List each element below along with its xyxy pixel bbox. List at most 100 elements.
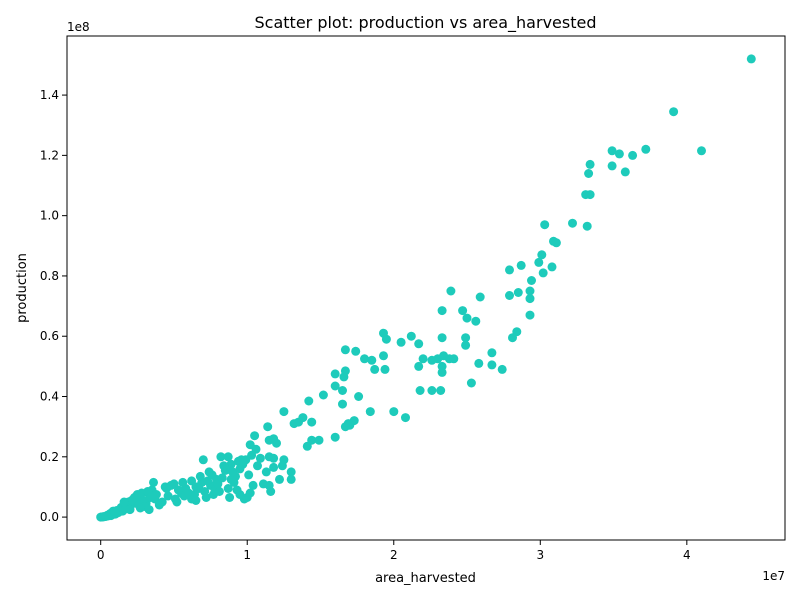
data-point bbox=[228, 467, 238, 477]
data-point bbox=[534, 257, 544, 267]
data-point bbox=[151, 490, 161, 499]
data-point bbox=[173, 485, 183, 495]
chart-title: Scatter plot: production vs area_harvest… bbox=[255, 13, 597, 33]
data-point bbox=[568, 218, 577, 228]
data-point bbox=[461, 333, 471, 343]
data-point bbox=[508, 333, 517, 343]
data-point bbox=[339, 372, 349, 382]
data-point bbox=[551, 238, 561, 248]
x-tick-label: 4 bbox=[683, 548, 691, 562]
data-point bbox=[516, 260, 526, 270]
data-point bbox=[505, 291, 514, 300]
data-point bbox=[354, 392, 364, 401]
data-point bbox=[195, 471, 205, 481]
y-tick-label: 1.0 bbox=[40, 209, 59, 223]
data-point bbox=[307, 417, 317, 427]
data-point bbox=[302, 441, 312, 451]
x-axis-offset-label: 1e7 bbox=[762, 569, 785, 583]
data-point bbox=[697, 146, 706, 156]
data-point bbox=[401, 413, 410, 423]
data-point bbox=[286, 474, 296, 484]
data-point bbox=[462, 313, 472, 323]
data-point bbox=[217, 473, 227, 483]
data-point bbox=[235, 464, 245, 474]
data-point bbox=[582, 221, 592, 231]
data-point bbox=[487, 360, 497, 370]
data-point bbox=[269, 453, 279, 463]
data-point bbox=[584, 169, 594, 178]
y-tick-label: 1.2 bbox=[40, 148, 59, 162]
data-point bbox=[585, 190, 595, 200]
data-point bbox=[406, 331, 416, 341]
data-point bbox=[187, 476, 197, 486]
data-point bbox=[330, 432, 340, 442]
data-point bbox=[475, 292, 485, 302]
data-point bbox=[525, 294, 535, 304]
y-tick-label: 0.6 bbox=[40, 329, 59, 343]
data-point bbox=[370, 364, 380, 374]
data-point bbox=[214, 487, 224, 496]
data-point bbox=[248, 480, 258, 490]
data-point bbox=[427, 355, 437, 365]
data-point bbox=[219, 461, 229, 471]
data-point bbox=[154, 500, 164, 510]
data-point bbox=[437, 333, 447, 343]
x-tick-label: 0 bbox=[97, 548, 105, 562]
data-point bbox=[253, 461, 262, 471]
data-point bbox=[162, 484, 172, 493]
points-layer bbox=[96, 54, 756, 522]
data-point bbox=[396, 337, 406, 347]
data-point bbox=[367, 355, 377, 365]
data-point bbox=[250, 431, 260, 441]
data-point bbox=[415, 386, 425, 395]
data-point bbox=[437, 306, 447, 316]
data-point bbox=[279, 407, 289, 417]
data-point bbox=[628, 150, 638, 160]
data-point bbox=[294, 417, 303, 427]
data-point bbox=[537, 250, 547, 260]
y-tick-label: 0.2 bbox=[40, 450, 59, 464]
data-point bbox=[229, 477, 239, 487]
data-point bbox=[527, 276, 536, 285]
data-point bbox=[414, 339, 424, 349]
data-point bbox=[381, 334, 391, 344]
data-point bbox=[427, 386, 437, 395]
plot-frame bbox=[66, 35, 786, 541]
data-point bbox=[641, 144, 651, 154]
x-tick-label: 1 bbox=[243, 548, 251, 562]
data-point bbox=[540, 220, 550, 230]
data-point bbox=[379, 351, 388, 361]
data-point bbox=[525, 286, 535, 296]
y-tick-label: 0.8 bbox=[40, 269, 59, 283]
data-point bbox=[538, 268, 548, 278]
data-point bbox=[144, 505, 154, 515]
data-point bbox=[255, 453, 265, 463]
data-point bbox=[269, 462, 279, 472]
x-axis-ticks: 0 1 2 3 4 bbox=[97, 540, 691, 562]
data-point bbox=[620, 167, 630, 177]
data-point bbox=[389, 407, 399, 417]
x-tick-label: 3 bbox=[536, 548, 544, 562]
data-point bbox=[149, 477, 158, 487]
x-tick-label: 2 bbox=[390, 548, 398, 562]
y-tick-label: 0.4 bbox=[40, 390, 59, 404]
data-point bbox=[232, 485, 242, 495]
data-point bbox=[474, 358, 484, 368]
data-point bbox=[471, 316, 481, 326]
y-axis-ticks: 0.0 0.2 0.4 0.6 0.8 1.0 1.2 1.4 bbox=[40, 88, 67, 524]
data-point bbox=[360, 354, 369, 364]
data-point bbox=[585, 159, 595, 169]
data-point bbox=[487, 348, 497, 358]
data-point bbox=[225, 493, 235, 502]
data-point bbox=[135, 503, 145, 513]
data-point bbox=[223, 452, 233, 462]
data-point bbox=[513, 288, 523, 297]
data-point bbox=[340, 422, 350, 432]
data-point bbox=[314, 435, 324, 445]
data-point bbox=[525, 310, 535, 320]
data-point bbox=[505, 265, 514, 275]
data-point bbox=[125, 505, 135, 515]
data-point bbox=[614, 149, 624, 159]
data-point bbox=[436, 386, 446, 395]
